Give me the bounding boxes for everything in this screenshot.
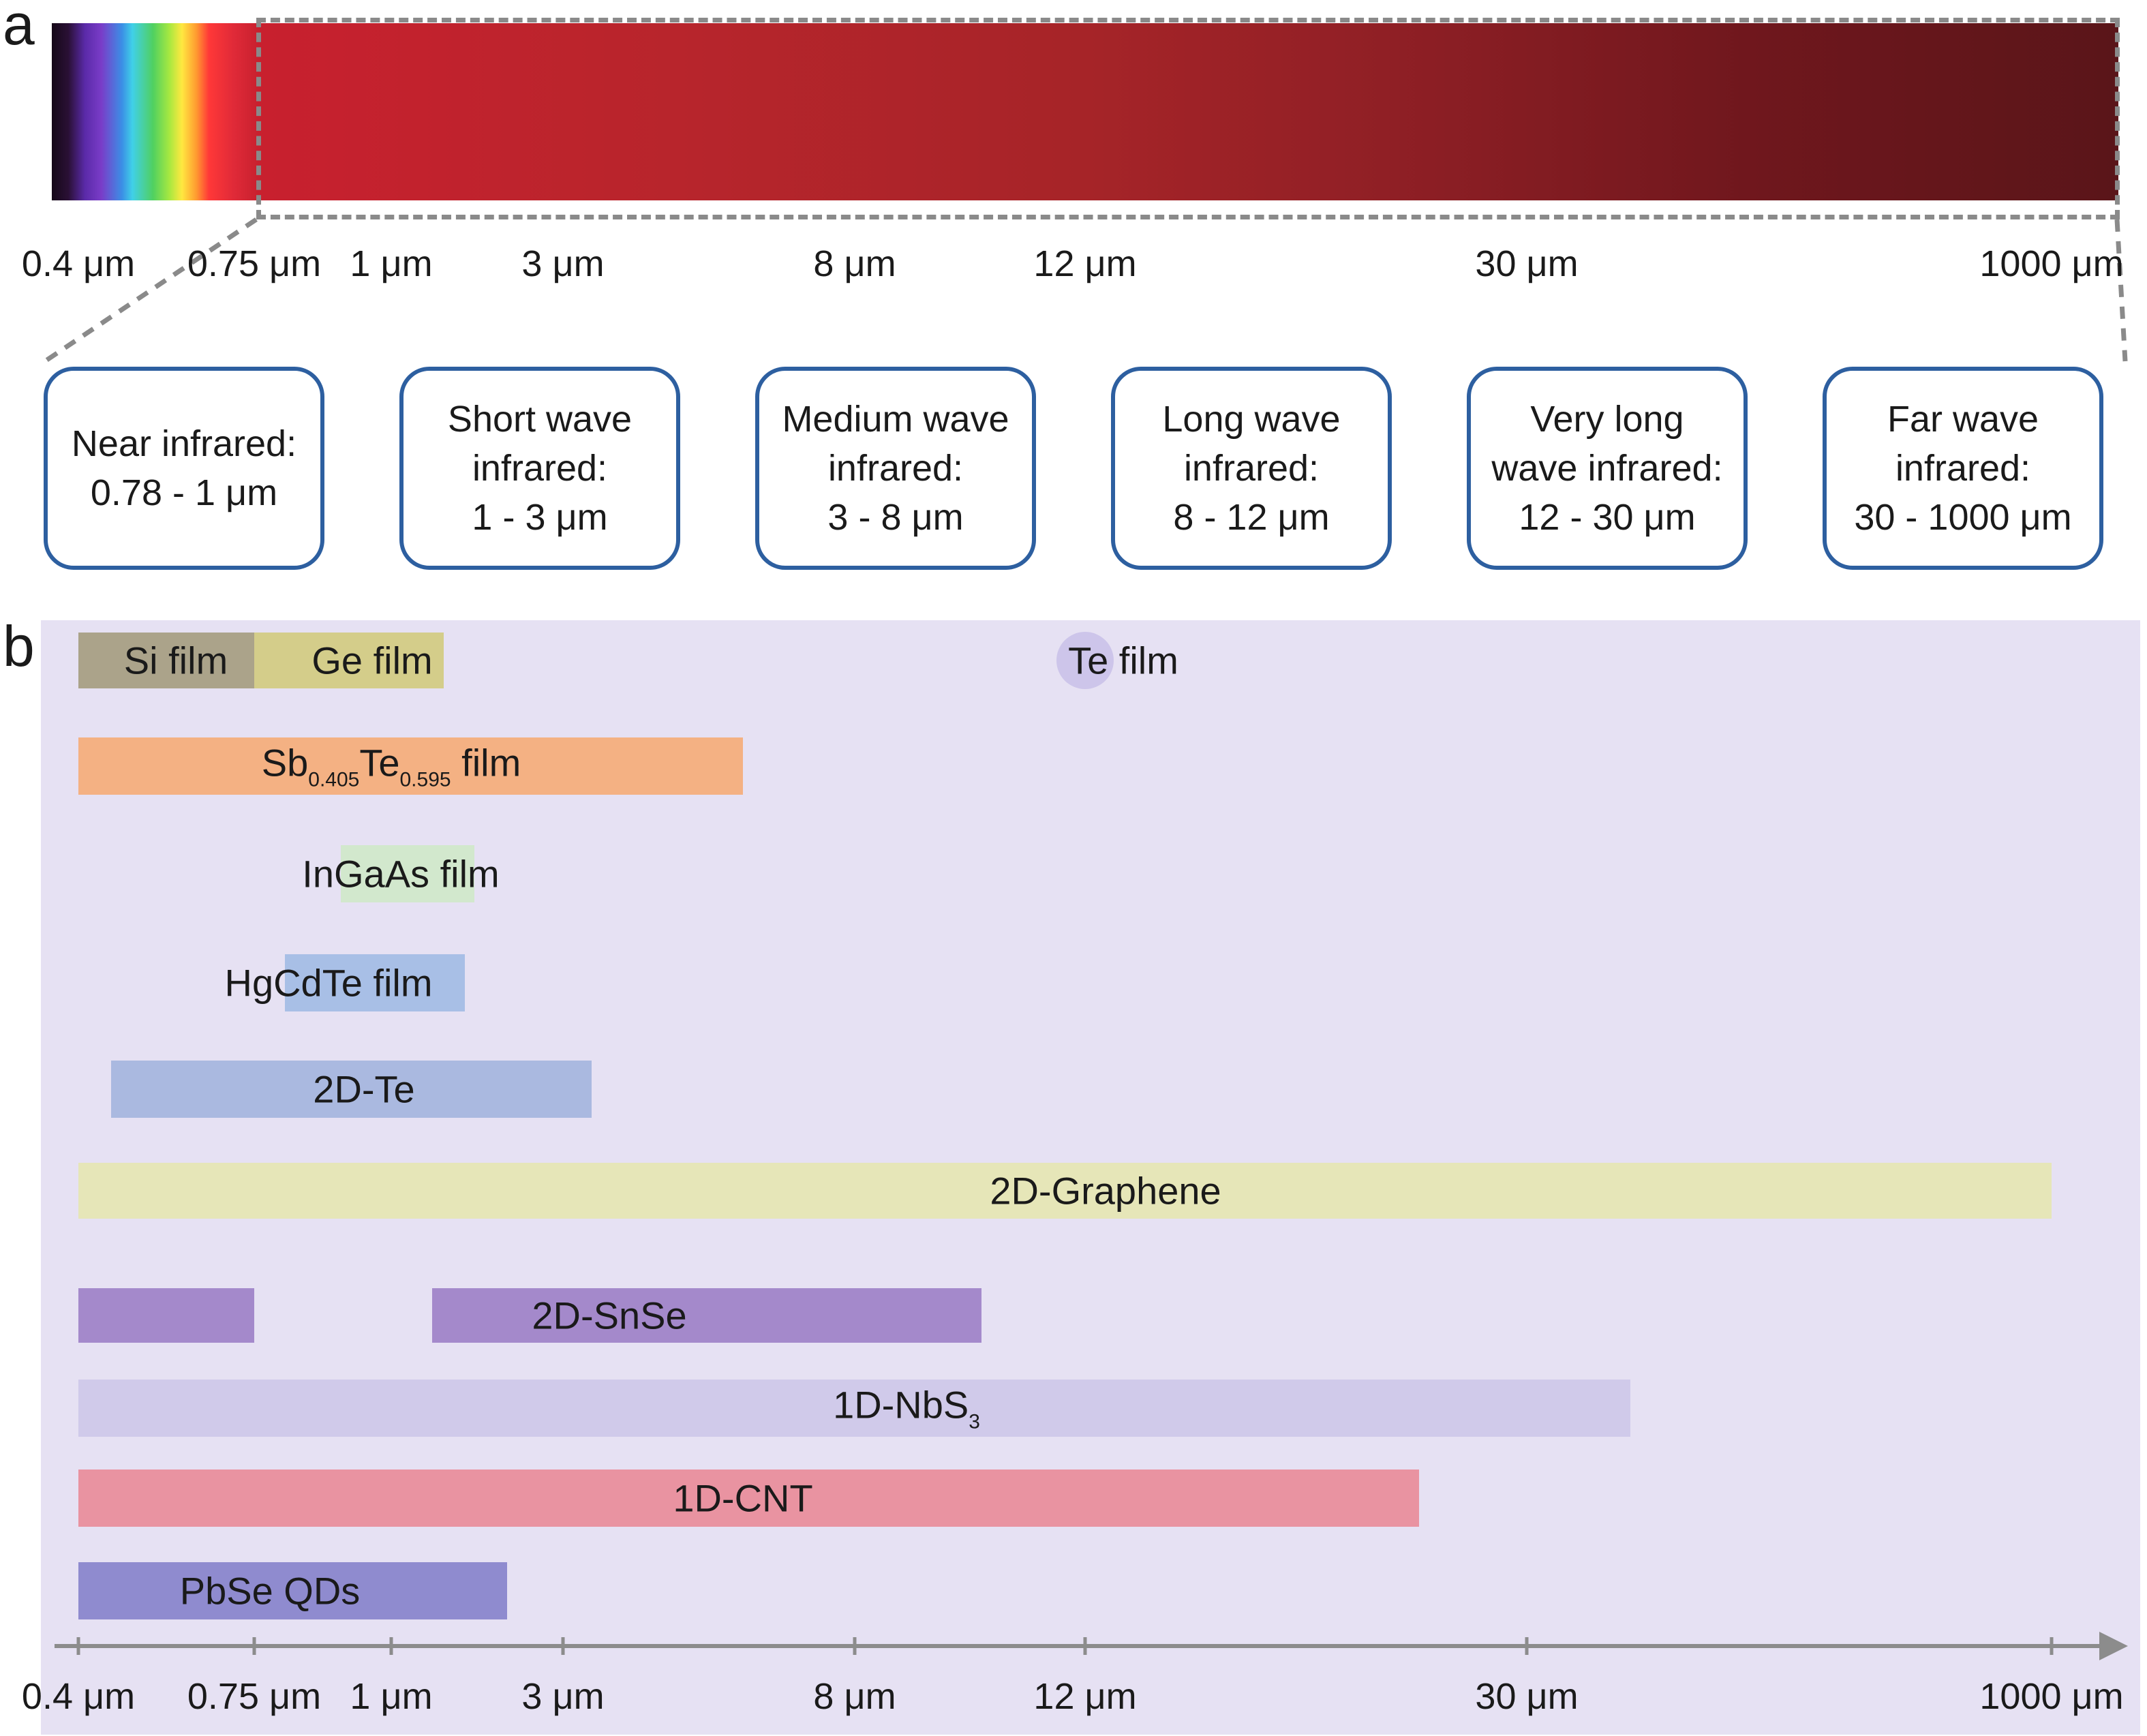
- material-bar-label: 1D-NbS3: [833, 1383, 980, 1433]
- spectrum-tick-label: 1000 μm: [1979, 243, 2124, 284]
- band-box-very-long-wave: Very long wave infrared: 12 - 30 μm: [1467, 367, 1748, 570]
- material-bar: [78, 633, 254, 688]
- material-bar: [78, 1288, 254, 1343]
- band-box-short-wave: Short wave infrared: 1 - 3 μm: [399, 367, 680, 570]
- spectrum-tick-label: 0.4 μm: [21, 243, 136, 284]
- spectrum-tick-label: 8 μm: [813, 243, 896, 284]
- band-name: Near infrared:: [71, 423, 297, 464]
- material-bar: [78, 1163, 2052, 1219]
- panel-a-letter: a: [3, 0, 35, 57]
- material-bar-label: Si film: [123, 639, 228, 682]
- band-range: 12 - 30 μm: [1519, 497, 1696, 538]
- zoom-connector-lines: [44, 217, 2128, 363]
- material-bar-label: 2D-SnSe: [532, 1294, 687, 1337]
- band-box-near-ir: Near infrared: 0.78 - 1 μm: [44, 367, 324, 570]
- material-bar-label: InGaAs film: [302, 852, 500, 896]
- axis-tick-label: 12 μm: [1033, 1676, 1137, 1717]
- material-bar: [78, 1380, 1631, 1437]
- material-bar-label: 2D-Graphene: [990, 1169, 1221, 1213]
- spectrum-tick-label: 0.75 μm: [187, 243, 322, 284]
- infrared-zoom-frame: [256, 18, 2120, 219]
- material-bar-label: Sb0.405Te0.595 film: [261, 741, 521, 791]
- material-bar-label: 1D-CNT: [673, 1476, 813, 1520]
- band-name: Short wave: [447, 399, 633, 440]
- material-bar-label: Ge film: [311, 639, 433, 682]
- material-bar: [111, 1061, 592, 1118]
- spectrum-tick-label: 1 μm: [350, 243, 433, 284]
- band-box-medium-wave: Medium wave infrared: 3 - 8 μm: [755, 367, 1036, 570]
- band-range: 1 - 3 μm: [472, 497, 608, 538]
- material-bar-label: Te film: [1068, 639, 1178, 682]
- band-name: Long wave: [1162, 399, 1341, 440]
- band-name: Very long: [1530, 399, 1684, 440]
- axis-tick-label: 0.4 μm: [21, 1676, 136, 1717]
- spectrum-tick-label: 30 μm: [1475, 243, 1579, 284]
- zoom-line-left: [44, 217, 258, 363]
- band-range: 30 - 1000 μm: [1854, 497, 2072, 538]
- material-bar-label: HgCdTe film: [224, 961, 433, 1005]
- axis-tick-label: 30 μm: [1475, 1676, 1579, 1717]
- axis-tick-label: 8 μm: [813, 1676, 896, 1717]
- band-range: 0.78 - 1 μm: [90, 472, 278, 513]
- wavelength-axis: [55, 1632, 2128, 1660]
- band-box-long-wave: Long wave infrared: 8 - 12 μm: [1111, 367, 1392, 570]
- axis-tick-label: 3 μm: [521, 1676, 605, 1717]
- material-bar: [254, 633, 444, 688]
- axis-tick-label: 1 μm: [350, 1676, 433, 1717]
- band-name: Far wave: [1887, 399, 2039, 440]
- material-bar-label: PbSe QDs: [179, 1569, 361, 1613]
- band-name-2: wave infrared:: [1491, 448, 1723, 489]
- band-name: Medium wave: [782, 399, 1009, 440]
- band-name-2: infrared:: [827, 448, 964, 489]
- material-bar: [78, 1562, 508, 1619]
- em-spectrum-bar: [52, 23, 2118, 200]
- band-range: 8 - 12 μm: [1173, 497, 1330, 538]
- zoom-line-right: [2114, 219, 2128, 362]
- axis-tick-label: 0.75 μm: [187, 1676, 322, 1717]
- material-bar: [341, 845, 474, 902]
- axis-tick-label: 1000 μm: [1979, 1676, 2124, 1717]
- material-point-marker: [1056, 632, 1114, 689]
- spectrum-tick-label: 3 μm: [521, 243, 605, 284]
- band-box-far-wave: Far wave infrared: 30 - 1000 μm: [1823, 367, 2103, 570]
- spectrum-tick-label: 12 μm: [1033, 243, 1137, 284]
- material-bar: [78, 737, 744, 795]
- band-name-2: infrared:: [1895, 448, 2031, 489]
- band-range: 3 - 8 μm: [827, 497, 964, 538]
- material-bar: [285, 954, 465, 1011]
- panel-b-letter: b: [3, 614, 35, 678]
- material-bar: [78, 1469, 1420, 1527]
- band-name-2: infrared:: [1183, 448, 1320, 489]
- material-bar-label: 2D-Te: [313, 1067, 415, 1111]
- band-name-2: infrared:: [472, 448, 608, 489]
- material-bar: [432, 1288, 981, 1343]
- axis-arrowhead: [2099, 1632, 2128, 1660]
